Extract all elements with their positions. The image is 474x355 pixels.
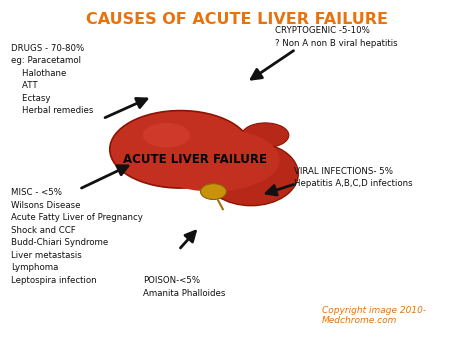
Ellipse shape xyxy=(143,123,190,148)
Ellipse shape xyxy=(204,142,298,206)
Text: DRUGS - 70-80%
eg: Paracetamol
    Halothane
    ATT
    Ectasy
    Herbal remed: DRUGS - 70-80% eg: Paracetamol Halothane… xyxy=(11,44,93,115)
Ellipse shape xyxy=(201,184,227,200)
Text: CAUSES OF ACUTE LIVER FAILURE: CAUSES OF ACUTE LIVER FAILURE xyxy=(86,12,388,27)
Text: Copyright image 2010-
Medchrome.com: Copyright image 2010- Medchrome.com xyxy=(322,306,426,326)
Text: POISON-<5%
Amanita Phalloides: POISON-<5% Amanita Phalloides xyxy=(143,276,225,297)
Text: ACUTE LIVER FAILURE: ACUTE LIVER FAILURE xyxy=(123,153,266,166)
Text: MISC - <5%
Wilsons Disease
Acute Fatty Liver of Pregnancy
Shock and CCF
Budd-Chi: MISC - <5% Wilsons Disease Acute Fatty L… xyxy=(11,188,143,285)
Text: VIRAL INFECTIONS- 5%
Hepatitis A,B,C,D infections: VIRAL INFECTIONS- 5% Hepatitis A,B,C,D i… xyxy=(293,167,412,188)
Ellipse shape xyxy=(110,110,251,188)
Ellipse shape xyxy=(242,123,289,148)
Text: CRYPTOGENIC -5-10%
? Non A non B viral hepatitis: CRYPTOGENIC -5-10% ? Non A non B viral h… xyxy=(275,26,397,48)
Ellipse shape xyxy=(147,128,279,192)
